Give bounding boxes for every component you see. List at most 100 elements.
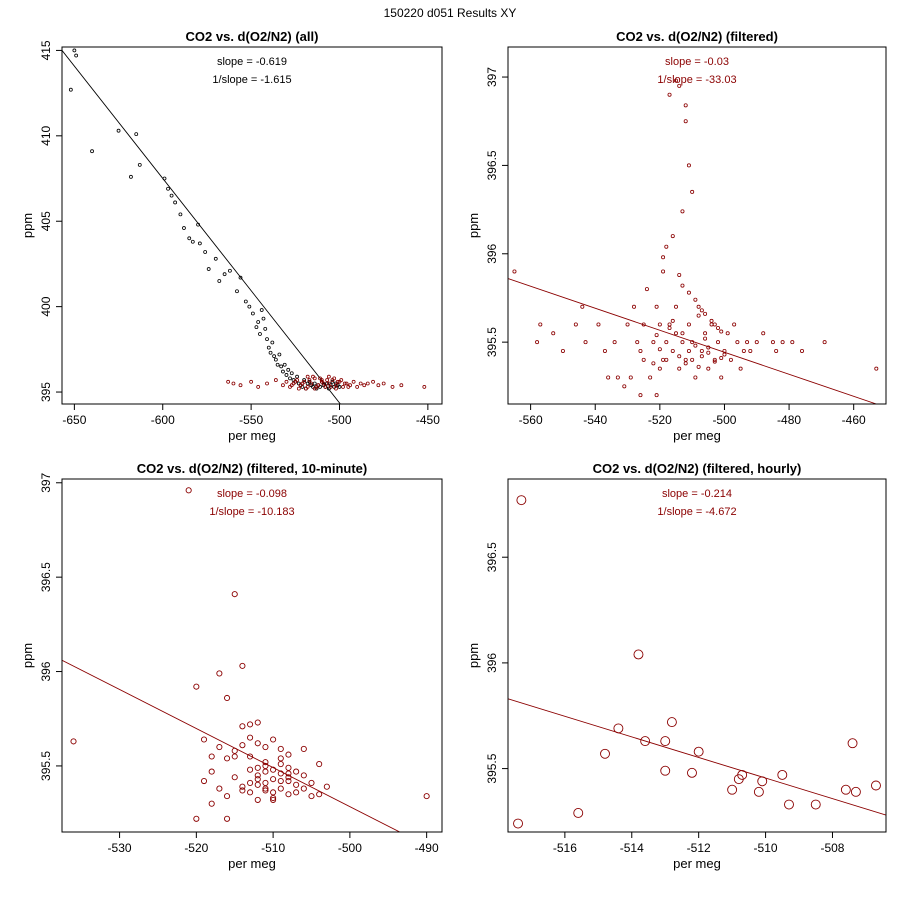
data-point — [657, 366, 662, 371]
data-point — [282, 362, 287, 367]
data-point — [311, 374, 315, 379]
data-point — [300, 772, 307, 779]
slope-annotation: slope = -0.619 — [217, 56, 287, 68]
x-tick-label: -510 — [754, 841, 778, 855]
data-point — [633, 649, 644, 660]
data-point — [262, 762, 269, 769]
x-tick-label: -460 — [842, 413, 866, 427]
data-point — [660, 736, 671, 747]
data-point — [365, 381, 370, 386]
data-point — [716, 340, 721, 345]
x-tick-label: -540 — [583, 413, 607, 427]
x-axis-label: per meg — [228, 856, 276, 871]
data-point — [422, 385, 427, 389]
data-point — [423, 793, 430, 800]
data-point — [262, 785, 269, 792]
data-point — [661, 269, 666, 274]
data-point — [677, 354, 682, 359]
data-point — [728, 357, 733, 362]
data-point — [137, 162, 142, 167]
data-point — [680, 340, 685, 345]
data-point — [641, 357, 646, 362]
data-point — [279, 364, 284, 369]
data-point — [573, 808, 584, 818]
data-point — [328, 385, 333, 389]
data-point — [249, 379, 254, 384]
data-point — [305, 374, 310, 379]
data-point — [840, 784, 851, 795]
data-points — [70, 487, 430, 822]
slope-annotation: slope = -0.098 — [217, 488, 287, 500]
data-point — [754, 340, 759, 345]
x-tick-label: -500 — [712, 413, 736, 427]
y-axis-label: ppm — [466, 213, 481, 238]
data-point — [247, 721, 254, 728]
data-point — [239, 742, 246, 749]
data-point — [247, 789, 254, 796]
inverse-slope-annotation: 1/slope = -1.615 — [212, 74, 291, 86]
data-point — [235, 289, 239, 294]
data-point — [293, 379, 298, 384]
regression-line — [62, 659, 400, 832]
data-point — [699, 308, 704, 313]
data-point — [134, 132, 139, 137]
data-point — [300, 785, 307, 792]
data-point — [270, 796, 277, 803]
x-tick-label: -508 — [820, 841, 844, 855]
data-point — [648, 375, 653, 380]
data-point — [703, 331, 708, 336]
data-point — [516, 495, 527, 506]
data-point — [638, 348, 643, 353]
panel-2: CO2 vs. d(O2/N2) (filtered) -560 -540 -520 -… — [466, 29, 887, 443]
data-point — [308, 793, 315, 800]
plot-frame — [507, 478, 887, 833]
data-point — [228, 268, 232, 273]
data-point — [362, 383, 367, 388]
data-point — [231, 591, 238, 598]
data-point — [654, 304, 659, 309]
data-point — [259, 308, 264, 312]
x-tick-label: -490 — [415, 841, 439, 855]
data-point — [247, 734, 254, 741]
plot-frame — [61, 46, 443, 405]
figure-title: 150220 d051 Results XY — [384, 6, 517, 20]
data-point — [770, 340, 775, 345]
data-point — [732, 322, 737, 327]
data-point — [281, 369, 285, 374]
data-point — [208, 800, 215, 807]
data-point — [203, 250, 208, 254]
data-point — [277, 755, 284, 762]
data-point — [712, 359, 717, 364]
data-point — [254, 796, 261, 803]
panel-title: CO2 vs. d(O2/N2) (all) — [186, 29, 319, 44]
x-tick-label: -514 — [620, 841, 644, 855]
data-point — [712, 322, 717, 327]
data-point — [285, 791, 292, 798]
data-point — [677, 272, 682, 277]
data-point — [602, 348, 607, 353]
data-point — [254, 719, 261, 726]
data-point — [727, 784, 738, 795]
data-point — [337, 385, 342, 389]
data-point — [200, 736, 208, 743]
y-tick-label: 395.5 — [485, 327, 499, 357]
y-tick-label: 395.5 — [485, 753, 499, 783]
data-point — [193, 815, 200, 822]
data-point — [696, 304, 701, 309]
data-point — [277, 785, 284, 792]
x-tick-label: -512 — [687, 841, 711, 855]
data-point — [683, 361, 688, 366]
data-point — [784, 799, 794, 810]
data-point — [224, 815, 231, 822]
data-point — [70, 738, 77, 745]
data-point — [270, 766, 277, 773]
inverse-slope-annotation: 1/slope = -4.672 — [657, 506, 736, 518]
data-point — [703, 311, 708, 316]
data-point — [321, 381, 326, 386]
data-point — [286, 367, 291, 372]
data-point — [307, 378, 312, 382]
data-point — [296, 386, 301, 391]
data-point — [312, 386, 317, 391]
data-point — [615, 375, 620, 380]
data-point — [247, 753, 254, 760]
